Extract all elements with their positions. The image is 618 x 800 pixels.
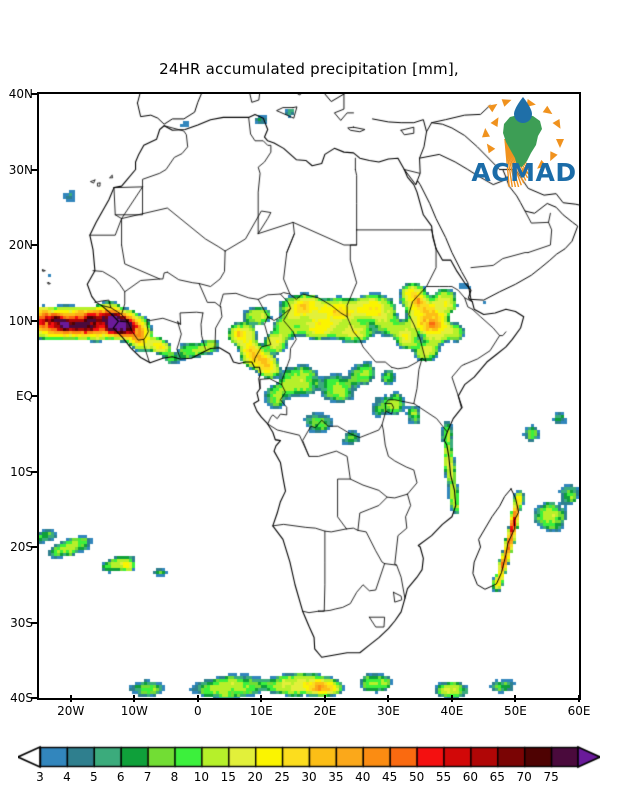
lon-tick-label: 20E: [313, 704, 337, 718]
lon-tick-label: 50E: [504, 704, 527, 718]
lon-tick-mark: [133, 695, 136, 702]
colorbar-tick-label: 15: [220, 770, 236, 784]
lon-tick-label: 30E: [376, 704, 400, 718]
lat-tick-mark: [31, 546, 38, 548]
lat-tick-label: 10N: [8, 313, 33, 328]
lon-tick-label: 10W: [120, 704, 148, 718]
colorbar-swatches: [18, 744, 600, 770]
lat-tick-label: 40S: [10, 691, 33, 705]
lat-tick-mark: [31, 621, 38, 624]
lon-tick-label: 10E: [249, 704, 273, 718]
colorbar-tick-label: 7: [143, 770, 152, 784]
title-line-1: 24HR accumulated precipitation [mm],: [159, 60, 459, 78]
colorbar-tick-label: 8: [170, 770, 179, 784]
acmad-wordmark: ACMAD: [471, 158, 576, 187]
colorbar-tick-label: 40: [355, 770, 371, 784]
colorbar-tick-label: 65: [489, 770, 505, 784]
colorbar-tick-label: 45: [382, 770, 398, 784]
lon-tick-label: 0: [193, 704, 202, 718]
lon-tick-label: 40E: [440, 704, 464, 718]
orange-arrow-icon: [482, 99, 564, 174]
lat-tick-label: 20N: [8, 238, 33, 252]
colorbar-tick-label: 70: [516, 770, 532, 784]
colorbar-tick-label: 50: [408, 770, 425, 784]
colorbar-tick-label: 35: [328, 770, 344, 784]
lat-tick-label: 30N: [8, 162, 33, 177]
precipitation-field: [39, 94, 579, 698]
lat-tick-mark: [31, 168, 38, 171]
lon-tick-label: 60E: [567, 704, 591, 718]
colorbar-tick-label: 20: [247, 770, 263, 784]
lat-tick-label: EQ: [15, 389, 33, 403]
lat-tick-mark: [31, 244, 38, 246]
lat-tick-label: 30S: [10, 615, 33, 630]
lon-tick-mark: [323, 695, 326, 702]
africa-continent-icon: [503, 114, 542, 167]
colorbar-tick-label: 25: [274, 770, 290, 784]
lon-tick-mark: [69, 695, 72, 702]
lon-tick-mark: [514, 695, 517, 702]
lat-tick-mark: [31, 470, 38, 473]
lat-tick-mark: [31, 93, 38, 95]
colorbar-tick-label: 10: [193, 770, 210, 784]
map-plot-area: [37, 92, 581, 700]
lon-tick-mark: [260, 695, 263, 702]
colorbar: 3 4 5 6 7 8 10 15 20 25 30 35 40 45 50 55 60 65 70 75: [0, 744, 618, 792]
lat-tick-label: 20S: [10, 540, 33, 554]
lon-tick-label: 20W: [57, 704, 85, 718]
colorbar-tick-label: 3: [36, 770, 44, 784]
colorbar-tick-label: 55: [435, 770, 452, 784]
colorbar-tick-label: 5: [89, 770, 98, 784]
colorbar-tick-label: 75: [543, 770, 559, 784]
colorbar-tick-label: 60: [462, 770, 479, 784]
colorbar-tick-label: 4: [63, 770, 71, 784]
lat-tick-mark: [31, 395, 38, 397]
water-droplet-icon: [514, 97, 532, 123]
lon-tick-mark: [196, 695, 199, 702]
lat-tick-label: 40N: [8, 87, 33, 101]
lat-tick-mark: [31, 697, 38, 699]
lat-tick-label: 10S: [10, 464, 33, 479]
lon-tick-mark: [450, 695, 453, 702]
acmad-logo: ACMAD: [470, 95, 578, 187]
lon-tick-mark: [578, 695, 580, 702]
lon-tick-mark: [387, 695, 390, 702]
colorbar-tick-label: 30: [301, 770, 317, 784]
colorbar-tick-label: 6: [116, 770, 125, 784]
lat-tick-mark: [31, 319, 38, 322]
